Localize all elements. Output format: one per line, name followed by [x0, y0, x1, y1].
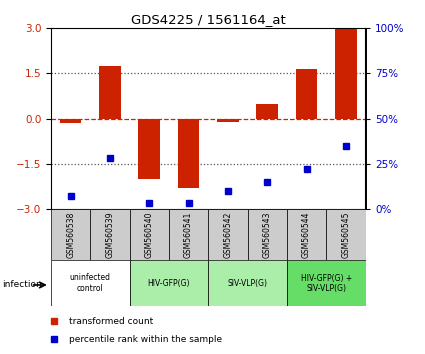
- Title: GDS4225 / 1561164_at: GDS4225 / 1561164_at: [131, 13, 286, 26]
- Text: GSM560544: GSM560544: [302, 211, 311, 258]
- Bar: [130, 209, 169, 260]
- Bar: [287, 260, 366, 306]
- Bar: [335, 28, 357, 119]
- Bar: [90, 209, 130, 260]
- Bar: [60, 119, 82, 123]
- Bar: [169, 209, 208, 260]
- Text: GSM560545: GSM560545: [341, 211, 350, 258]
- Bar: [256, 104, 278, 119]
- Bar: [208, 260, 287, 306]
- Text: percentile rank within the sample: percentile rank within the sample: [69, 335, 222, 344]
- Text: GSM560538: GSM560538: [66, 211, 75, 258]
- Bar: [178, 119, 199, 188]
- Bar: [51, 209, 90, 260]
- Bar: [99, 66, 121, 119]
- Bar: [217, 119, 239, 122]
- Bar: [139, 119, 160, 179]
- Text: transformed count: transformed count: [69, 317, 153, 326]
- Bar: [326, 209, 366, 260]
- Bar: [51, 260, 130, 306]
- Text: SIV-VLP(G): SIV-VLP(G): [227, 279, 268, 288]
- Bar: [296, 69, 317, 119]
- Text: infection: infection: [2, 280, 42, 290]
- Text: uninfected
control: uninfected control: [70, 274, 111, 293]
- Text: GSM560540: GSM560540: [145, 211, 154, 258]
- Text: GSM560539: GSM560539: [105, 211, 114, 258]
- Text: GSM560541: GSM560541: [184, 211, 193, 258]
- Text: HIV-GFP(G): HIV-GFP(G): [148, 279, 190, 288]
- Bar: [287, 209, 326, 260]
- Bar: [130, 260, 208, 306]
- Bar: [208, 209, 247, 260]
- Bar: [247, 209, 287, 260]
- Text: HIV-GFP(G) +
SIV-VLP(G): HIV-GFP(G) + SIV-VLP(G): [300, 274, 352, 293]
- Text: GSM560542: GSM560542: [224, 211, 232, 258]
- Text: GSM560543: GSM560543: [263, 211, 272, 258]
